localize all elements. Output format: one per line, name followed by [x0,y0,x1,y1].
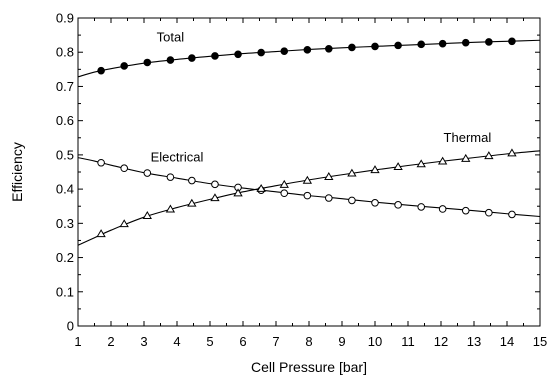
thermal-point [484,151,494,160]
thermal-point [210,193,220,202]
thermal-series-label: Thermal [444,130,492,145]
electrical-point [188,176,196,185]
thermal-point [119,219,129,228]
x-tick-label: 10 [368,334,382,349]
total-point [303,46,312,54]
thermal-point [370,165,380,174]
y-tick-label: 0.9 [56,11,74,26]
thermal-point [302,175,313,184]
total-point [257,48,265,57]
total-point [97,66,105,75]
y-tick-label: 0.6 [56,113,74,128]
electrical-point [97,158,105,167]
x-tick-label: 1 [74,334,81,349]
total-point [394,41,402,50]
total-point [120,62,128,70]
electrical-line [77,157,541,218]
electrical-point [348,196,356,205]
thermal-point [165,204,176,213]
y-tick-label: 0 [67,319,74,334]
thermal-point [461,153,471,162]
electrical-point [280,189,289,198]
x-axis: 1 2 3 4 5 6 7 8 9 10 11 12 13 14 15 [74,18,547,349]
x-tick-label: 11 [401,334,415,349]
thermal-point [279,179,289,188]
total-point [211,52,219,60]
x-tick-label: 14 [500,334,514,349]
thermal-point [233,188,243,197]
x-tick-label: 7 [272,334,279,349]
x-tick-label: 5 [206,334,213,349]
thermal-point [393,162,403,171]
total-point [280,47,289,55]
total-point [143,58,152,67]
electrical-point [371,199,379,207]
y-tick-label: 0.4 [56,182,74,197]
total-line [77,39,541,78]
total-point [417,40,426,49]
total-series-label: Total [157,29,185,44]
y-tick-label: 0.3 [56,216,74,231]
total-point [234,50,242,59]
y-tick-label: 0.7 [56,79,74,94]
total-point [371,42,379,51]
electrical-point [143,169,152,177]
x-tick-label: 3 [140,334,147,349]
electrical-point [485,208,493,217]
thermal-point [324,172,334,180]
electrical-point [461,206,470,215]
electrical-series-label: Electrical [151,150,204,165]
electrical-point [438,205,447,213]
series-layer [77,37,541,246]
thermal-point [507,148,517,157]
total-point [188,54,196,62]
total-point [461,38,470,47]
electrical-point [303,191,312,200]
annotation-layer: Total Electrical Thermal [151,29,492,164]
x-tick-label: 8 [305,334,312,349]
y-axis: 0 0.1 0.2 0.3 0.4 0.5 0.6 0.7 0.8 0.9 [56,11,540,334]
electrical-point [120,164,128,173]
x-tick-label: 12 [434,334,448,349]
thermal-point [96,229,106,238]
y-tick-label: 0.1 [56,284,74,299]
thermal-point [437,156,448,165]
y-tick-label: 0.5 [56,147,74,162]
y-tick-label: 0.2 [56,250,74,265]
total-point [348,43,356,52]
series-thermal [77,148,541,246]
electrical-point [166,173,175,181]
x-axis-label: Cell Pressure [bar] [251,359,367,375]
x-tick-label: 13 [467,334,481,349]
electrical-point [325,194,333,202]
electrical-point [394,201,402,209]
thermal-point [187,198,197,207]
x-tick-label: 2 [107,334,114,349]
thermal-point [256,183,266,192]
x-tick-label: 6 [239,334,246,349]
series-total [77,37,541,78]
x-tick-label: 15 [533,334,547,349]
electrical-point [211,180,219,189]
total-point [166,56,175,64]
thermal-point [142,211,152,219]
thermal-point [416,159,426,168]
series-electrical [77,157,541,219]
total-point [508,37,516,46]
total-point [438,39,447,48]
total-point [485,38,493,46]
x-tick-label: 9 [338,334,345,349]
electrical-point [417,203,426,211]
total-point [325,45,333,53]
y-tick-label: 0.8 [56,45,74,60]
electrical-point [508,210,516,219]
thermal-point [347,168,357,177]
x-tick-label: 4 [173,334,180,349]
y-axis-label: Efficiency [9,142,25,202]
